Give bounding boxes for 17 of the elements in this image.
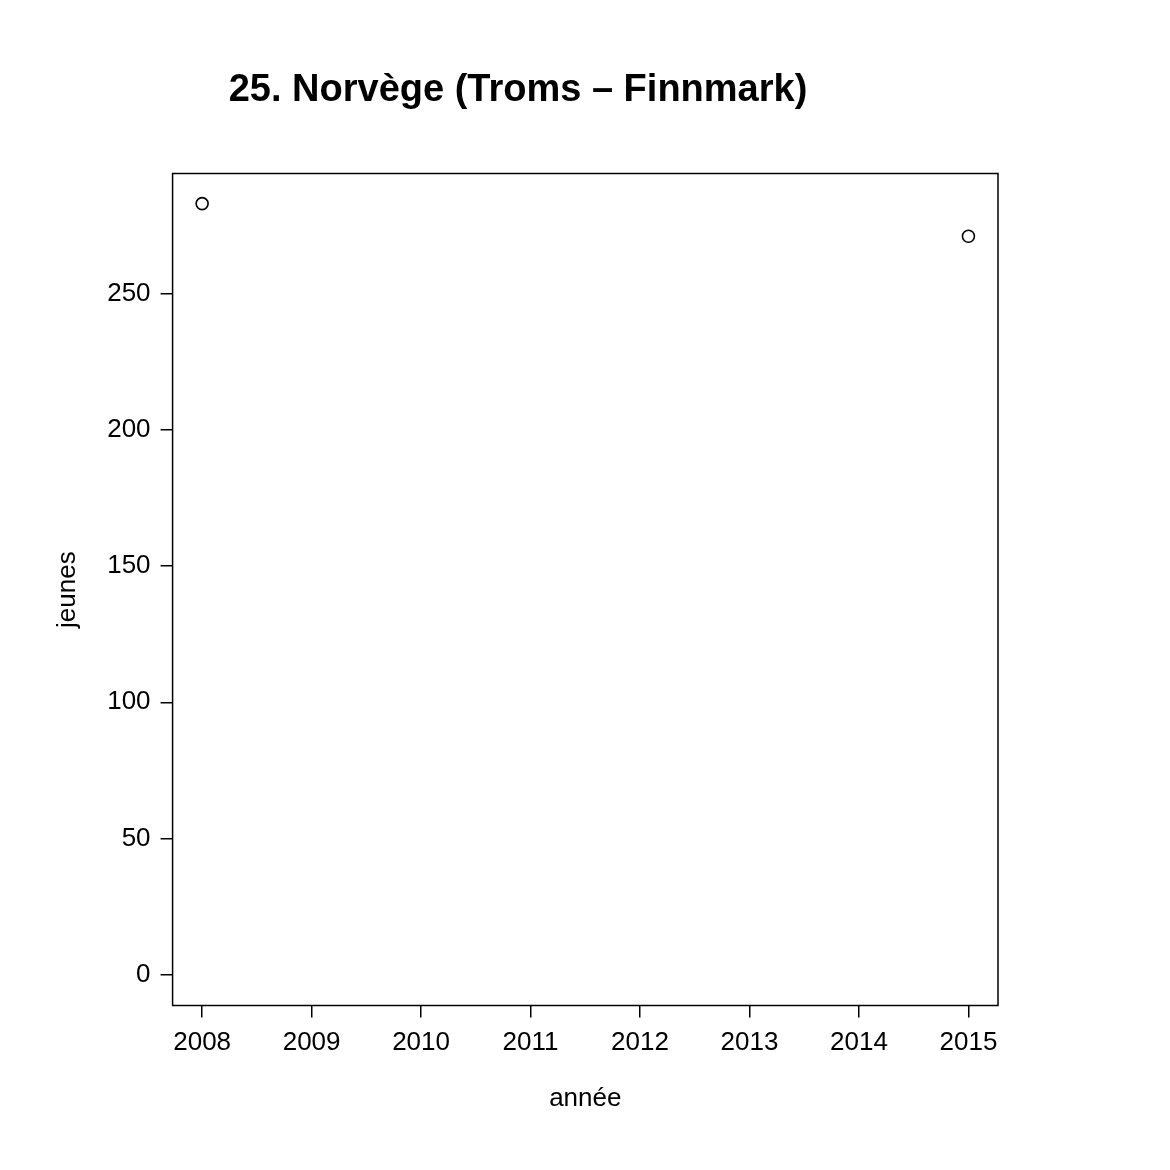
y-tick-label: 200 — [107, 412, 151, 443]
y-tick-label: 250 — [107, 276, 151, 307]
y-tick-label: 150 — [107, 549, 151, 580]
chart-title: 25. Norvège (Troms – Finnmark) — [228, 67, 808, 110]
x-tick-label: 2014 — [830, 1026, 888, 1057]
x-tick-label: 2010 — [392, 1026, 450, 1057]
x-tick-label: 2013 — [720, 1026, 779, 1057]
y-tick-label: 0 — [136, 957, 151, 988]
x-tick-label: 2011 — [502, 1026, 559, 1057]
y-tick-label: 100 — [107, 685, 151, 716]
x-axis-title: année — [549, 1081, 622, 1112]
y-axis-title: jeunes — [50, 551, 81, 629]
x-tick-label: 2012 — [611, 1026, 669, 1057]
x-tick-label: 2009 — [282, 1026, 341, 1057]
x-tick-label: 2008 — [173, 1026, 232, 1057]
x-tick-label: 2015 — [939, 1026, 998, 1057]
y-tick-label: 50 — [121, 821, 151, 852]
